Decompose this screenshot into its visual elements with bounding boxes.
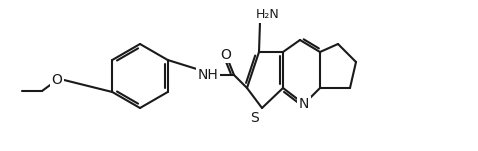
Text: O: O: [52, 73, 63, 87]
Text: H₂N: H₂N: [256, 8, 280, 21]
Text: N: N: [299, 97, 309, 111]
Text: S: S: [250, 111, 260, 125]
Text: O: O: [220, 48, 231, 62]
Text: NH: NH: [197, 68, 218, 82]
